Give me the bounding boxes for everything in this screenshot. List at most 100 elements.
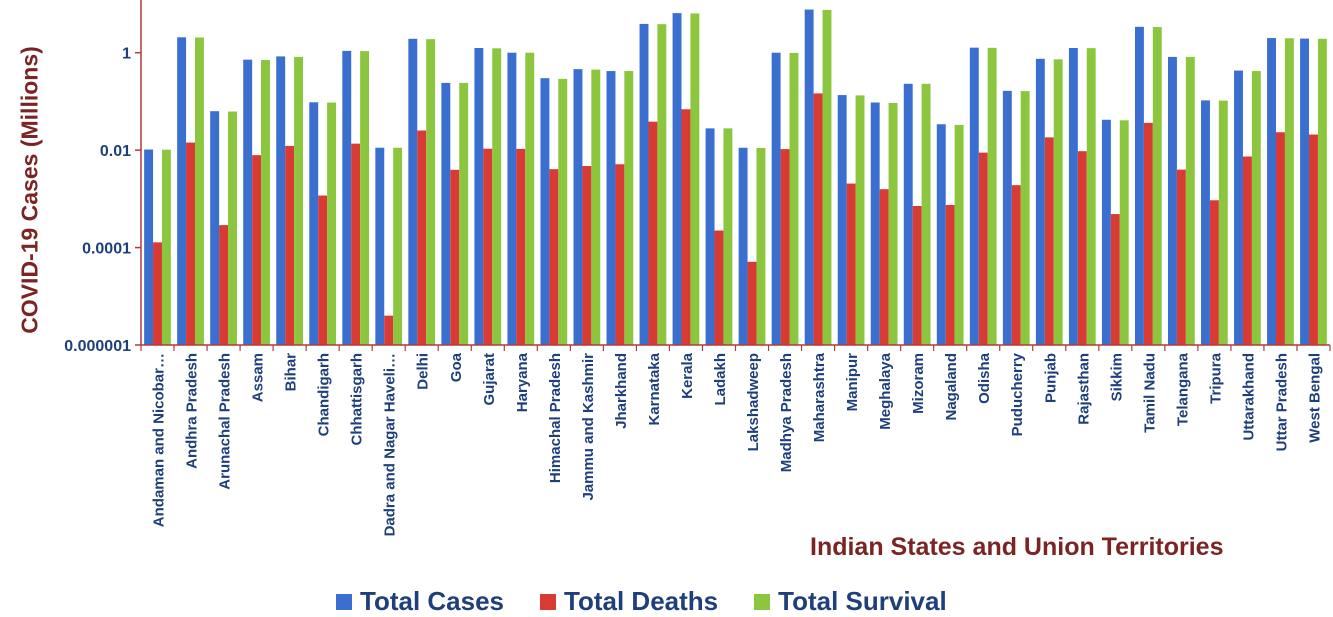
bar-total-cases xyxy=(738,147,748,345)
bar-total-cases xyxy=(672,13,682,345)
x-tick-label: Uttarakhand xyxy=(1240,353,1257,441)
bar-total-cases xyxy=(1300,38,1310,346)
bar-total-deaths xyxy=(1209,200,1219,345)
x-tick-label: Kerala xyxy=(679,352,696,399)
x-tick-label: Ladakh xyxy=(712,353,729,406)
x-tick-label: Tripura xyxy=(1207,352,1224,404)
x-tick-label: Madhya Pradesh xyxy=(778,353,795,472)
bar-total-cases xyxy=(309,102,319,346)
bar-total-deaths xyxy=(912,205,922,345)
bar-total-cases xyxy=(870,102,880,345)
x-tick-label: Arunachal Pradesh xyxy=(217,353,234,490)
bar-total-cases xyxy=(1101,119,1111,346)
bar-total-deaths xyxy=(450,169,460,345)
bar-total-survival xyxy=(987,47,997,346)
bar-total-cases xyxy=(1002,90,1012,345)
bar-total-deaths xyxy=(318,195,328,345)
bar-total-survival xyxy=(1020,91,1030,345)
bar-total-deaths xyxy=(516,148,526,345)
y-tick-label: 0.000001 xyxy=(64,338,131,355)
bar-total-deaths xyxy=(780,149,790,345)
axes xyxy=(140,0,1331,351)
bar-total-deaths xyxy=(1110,214,1120,345)
bar-total-survival xyxy=(327,102,337,345)
legend-item-total-survival: Total Survival xyxy=(754,586,947,617)
bar-total-deaths xyxy=(1143,122,1153,346)
bar-total-survival xyxy=(558,78,568,345)
bar-total-survival xyxy=(492,48,502,345)
x-axis-tick-labels: Andaman and Nicobar… Andhra Pradesh Arunac… xyxy=(151,352,1324,536)
x-tick-label: Odisha xyxy=(976,352,993,404)
bar-total-deaths xyxy=(186,142,196,345)
x-tick-label: Uttar Pradesh xyxy=(1273,353,1290,451)
bar-total-deaths xyxy=(549,169,559,345)
bar-total-survival xyxy=(1251,71,1261,345)
x-tick-label: Bihar xyxy=(283,353,300,392)
x-tick-label: Haryana xyxy=(514,352,531,412)
bar-total-survival xyxy=(294,56,304,345)
bar-total-survival xyxy=(525,52,535,345)
bar-total-deaths xyxy=(1011,185,1021,345)
bar-total-deaths xyxy=(384,315,394,345)
bar-total-survival xyxy=(393,147,403,345)
bar-total-deaths xyxy=(483,148,493,345)
legend-swatch-total-survival xyxy=(754,593,771,610)
bar-total-survival xyxy=(228,111,237,346)
x-tick-label: Jharkhand xyxy=(613,353,630,429)
x-tick-label: Sikkim xyxy=(1108,353,1125,401)
bar-total-survival xyxy=(1086,48,1096,345)
x-tick-label: Goa xyxy=(448,352,465,382)
bar-total-deaths xyxy=(1176,169,1186,345)
bar-total-survival xyxy=(591,69,601,345)
bar-total-deaths xyxy=(813,93,823,345)
bar-total-cases xyxy=(1234,70,1243,345)
bar-total-deaths xyxy=(1077,151,1087,345)
legend-label-total-survival: Total Survival xyxy=(778,586,947,616)
bar-total-survival xyxy=(1152,27,1162,346)
x-axis-title: Indian States and Union Territories xyxy=(810,533,1224,561)
bar-total-deaths xyxy=(846,183,856,345)
legend-swatch-total-cases xyxy=(336,593,352,610)
bar-total-survival xyxy=(888,102,898,346)
bar-total-survival xyxy=(1119,120,1129,345)
bar-total-survival xyxy=(690,13,700,346)
bar-total-cases xyxy=(1134,26,1144,345)
bar-total-deaths xyxy=(1275,132,1285,345)
bar-total-cases xyxy=(144,149,154,345)
bar-total-survival xyxy=(822,9,832,345)
bar-total-cases xyxy=(1167,56,1177,345)
bar-total-survival xyxy=(1284,38,1294,345)
bar-total-deaths xyxy=(714,230,724,345)
bar-total-deaths xyxy=(681,109,691,345)
x-tick-label: Assam xyxy=(250,353,267,402)
bar-total-deaths xyxy=(945,204,955,345)
x-tick-label: Meghalaya xyxy=(877,352,894,429)
bar-total-cases xyxy=(474,47,484,346)
bar-total-cases xyxy=(540,78,550,346)
bar-total-deaths xyxy=(1044,137,1054,345)
bar-total-cases xyxy=(804,9,814,346)
x-tick-label: Chandigarh xyxy=(316,353,333,436)
bar-total-survival xyxy=(1218,100,1228,345)
x-tick-label: Telangana xyxy=(1174,352,1191,426)
bar-total-deaths xyxy=(417,130,427,345)
bar-total-cases xyxy=(903,83,913,346)
bar-total-deaths xyxy=(351,143,361,345)
y-tick-label: 0.01 xyxy=(100,143,131,160)
x-tick-label: Jammu and Kashmir xyxy=(580,353,597,501)
legend-label-total-cases: Total Cases xyxy=(360,586,505,616)
bar-total-cases xyxy=(375,147,385,345)
bar-total-cases xyxy=(837,95,847,345)
bar-total-survival xyxy=(921,83,931,346)
x-tick-label: Himachal Pradesh xyxy=(547,353,564,483)
x-tick-label: Nagaland xyxy=(943,353,960,421)
bar-total-cases xyxy=(1068,47,1078,346)
bar-total-cases xyxy=(1035,58,1045,345)
bar-total-survival xyxy=(459,82,469,345)
x-tick-label: Rajasthan xyxy=(1075,353,1092,425)
bar-total-cases xyxy=(210,111,220,345)
legend-item-total-deaths: Total Deaths xyxy=(540,586,718,617)
bar-total-cases xyxy=(705,128,715,345)
x-tick-label: Manipur xyxy=(844,353,861,411)
bar-total-deaths xyxy=(153,242,162,345)
